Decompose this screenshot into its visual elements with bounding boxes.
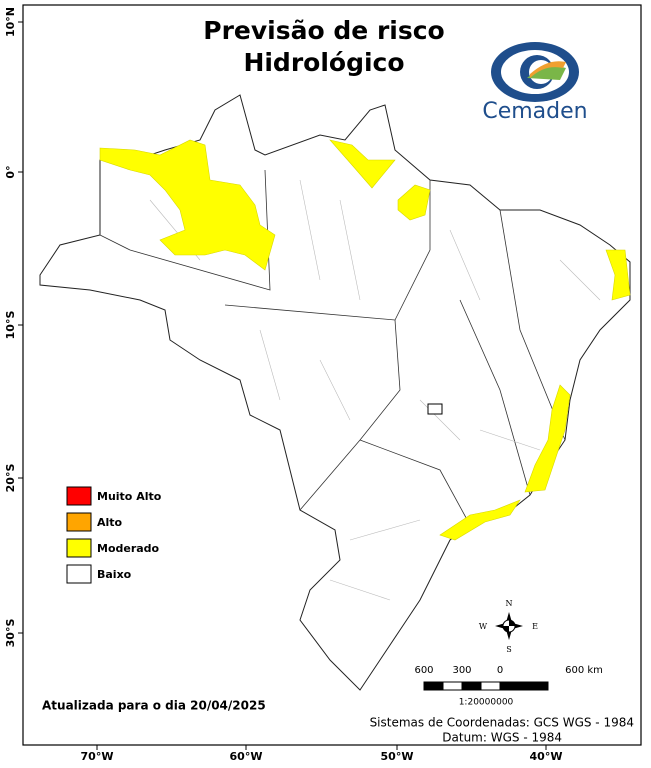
scale-bar bbox=[423, 681, 549, 691]
scale-ratio: 1:20000000 bbox=[459, 698, 514, 708]
title-line: Previsão de risco bbox=[203, 16, 444, 45]
legend-label: Baixo bbox=[97, 568, 132, 581]
longitude-label: 50°W bbox=[381, 750, 414, 763]
legend-label: Alto bbox=[97, 516, 123, 529]
legend-label: Muito Alto bbox=[97, 490, 162, 503]
compass-letter: S bbox=[506, 645, 511, 654]
compass-letter: W bbox=[479, 622, 488, 631]
municipal-borders bbox=[149, 179, 601, 601]
legend-swatch bbox=[66, 512, 92, 532]
risk-area-moderate bbox=[99, 139, 631, 541]
legend-swatch bbox=[66, 564, 92, 584]
scale-label: 300 bbox=[452, 665, 471, 676]
scale-label: 0 bbox=[497, 665, 503, 676]
latitude-label: 30°S bbox=[4, 619, 17, 648]
update-date: Atualizada para o dia 20/04/2025 bbox=[42, 699, 266, 713]
federal-district bbox=[427, 403, 443, 415]
legend-swatch bbox=[66, 538, 92, 558]
crs-text: Datum: WGS - 1984 bbox=[442, 731, 562, 745]
axis-labels: 10°N 0° 10°S 20°S 30°S 70°W 60°W 50°W 40°W bbox=[4, 7, 562, 763]
compass-letter: N bbox=[506, 599, 513, 608]
longitude-label: 60°W bbox=[230, 750, 263, 763]
latitude-label: 0° bbox=[4, 165, 17, 178]
scale-label: 600 km bbox=[565, 665, 603, 676]
logo-text: Cemaden bbox=[482, 99, 587, 124]
legend: Muito Alto Alto Moderado Baixo bbox=[66, 486, 162, 584]
logo-icon bbox=[491, 42, 579, 102]
scale-label: 600 bbox=[414, 665, 433, 676]
state-borders bbox=[99, 169, 566, 526]
legend-swatch bbox=[66, 486, 92, 506]
legend-label: Moderado bbox=[97, 542, 160, 555]
longitude-label: 70°W bbox=[81, 750, 114, 763]
crs-text: Sistemas de Coordenadas: GCS WGS - 1984 bbox=[370, 716, 634, 730]
title-line: Hidrológico bbox=[243, 48, 404, 77]
compass-letter: E bbox=[532, 622, 538, 631]
latitude-label: 10°N bbox=[4, 7, 17, 37]
latitude-label: 10°S bbox=[4, 311, 17, 340]
compass-rose bbox=[495, 612, 523, 640]
latitude-label: 20°S bbox=[4, 464, 17, 493]
longitude-label: 40°W bbox=[530, 750, 563, 763]
